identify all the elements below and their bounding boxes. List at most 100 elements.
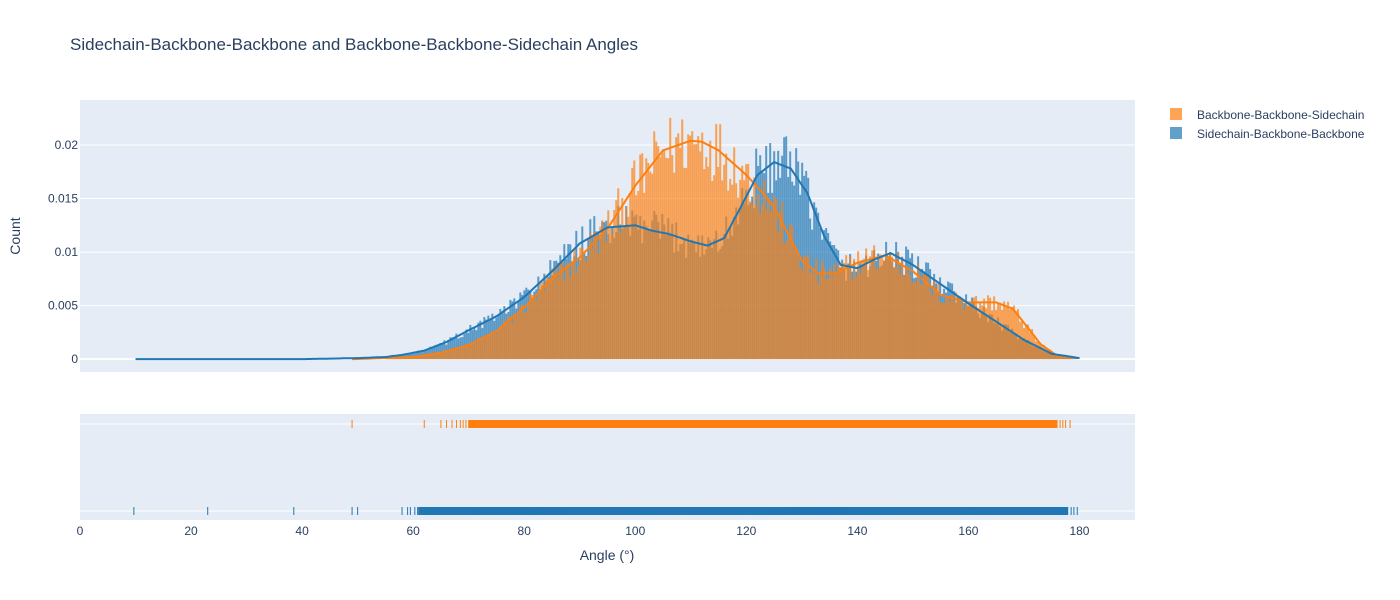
histogram-bar (479, 337, 482, 360)
histogram-bar (933, 280, 936, 360)
histogram-bar (819, 272, 822, 360)
histogram-bar (833, 264, 836, 360)
x-tick-label: 120 (736, 524, 756, 538)
legend-item-backbone-backbone-sidechain[interactable]: Backbone-Backbone-Sidechain (1170, 108, 1364, 122)
histogram-bar (679, 147, 682, 360)
histogram-bar (539, 282, 542, 360)
histogram-bar (595, 231, 598, 360)
histogram-bar (803, 255, 806, 360)
histogram-bar (619, 232, 622, 360)
histogram-bar (573, 249, 576, 360)
histogram-bar (801, 270, 804, 360)
histogram-bar (733, 147, 736, 360)
kde-line (135, 161, 1080, 361)
histogram-bar (459, 346, 462, 360)
histogram-bar (889, 251, 892, 360)
histogram-bar (661, 152, 664, 360)
histogram-bar (909, 274, 912, 360)
histogram-bar (689, 135, 692, 360)
legend-swatch (1170, 127, 1182, 139)
histogram-bar (425, 354, 428, 360)
histogram-bar (463, 347, 466, 360)
histogram-bar (485, 337, 488, 360)
histogram-bar (469, 324, 472, 360)
chart-title: Sidechain-Backbone-Backbone and Backbone… (70, 35, 638, 54)
histogram-bar (825, 279, 828, 360)
histogram-bar (1001, 309, 1004, 360)
histogram-bar (549, 279, 552, 360)
histogram-bar (815, 258, 818, 360)
histogram-bar (985, 308, 988, 360)
histogram-bar (617, 188, 620, 360)
histogram-bar (991, 310, 994, 360)
histogram-bar (683, 167, 686, 360)
histogram-bar (569, 276, 572, 360)
legend-item-sidechain-backbone-backbone[interactable]: Sidechain-Backbone-Backbone (1170, 127, 1365, 141)
histogram-bar (1009, 309, 1012, 360)
histogram-bar (713, 175, 716, 360)
histogram-bar (1017, 309, 1020, 360)
histogram-bar (707, 166, 710, 360)
histogram-bar (1055, 355, 1058, 360)
histogram-bar (795, 246, 798, 360)
histogram-bar (1053, 352, 1056, 360)
histogram-bar (863, 258, 866, 360)
histogram-bar (797, 256, 800, 360)
histogram-bar (1057, 355, 1060, 360)
histogram-bar (555, 264, 558, 360)
histogram-bar (647, 162, 650, 360)
histogram-series (385, 117, 1074, 360)
histogram-bar (475, 343, 478, 360)
histogram-bar (615, 200, 618, 360)
histogram-bar (577, 265, 580, 360)
histogram-bar (705, 157, 708, 360)
histogram-bar (745, 164, 748, 360)
histogram-bar (1039, 342, 1042, 360)
histogram-bar (505, 324, 508, 360)
histogram-bar (613, 209, 616, 360)
histogram-bar (609, 228, 612, 360)
histogram-bar (493, 332, 496, 360)
histogram-bar (887, 256, 890, 360)
histogram-bar (913, 281, 916, 360)
histogram-bar (451, 350, 454, 360)
histogram-bar (1005, 307, 1008, 360)
kde-curves (135, 139, 1080, 361)
histogram-bar (835, 272, 838, 360)
histogram-bar (533, 296, 536, 360)
histogram-bar (467, 345, 470, 360)
histogram-bar (777, 232, 780, 360)
histogram-bar (1003, 301, 1006, 360)
histogram-bar (1041, 346, 1044, 360)
histogram-bar (413, 356, 416, 360)
histogram-bar (845, 255, 848, 360)
histogram-bar (901, 258, 904, 360)
histogram-bar (641, 153, 644, 360)
histogram-bar (687, 134, 690, 360)
x-tick-label: 60 (406, 524, 420, 538)
histogram-bar (927, 275, 930, 360)
histogram-bar (449, 337, 452, 360)
histogram-bar (1019, 321, 1022, 360)
histogram-bar (447, 339, 450, 360)
histogram-bar (503, 320, 506, 360)
histogram-bar (703, 169, 706, 360)
histogram-bar (871, 250, 874, 360)
histogram-bar (751, 204, 754, 360)
histogram-bar (455, 346, 458, 360)
histogram-bar (739, 179, 742, 360)
histogram-bar (633, 160, 636, 360)
histogram-bar (761, 204, 764, 360)
histogram-bar (741, 165, 744, 360)
y-tick-label: 0.005 (48, 299, 78, 313)
histogram-bar (659, 157, 662, 360)
histogram-bar (571, 260, 574, 360)
histogram-bar (639, 154, 642, 360)
histogram-bar (949, 301, 952, 360)
histogram-bar (671, 155, 674, 360)
histogram-bar (429, 346, 432, 360)
histogram-bar (453, 336, 456, 360)
histogram-bar (441, 353, 444, 360)
histogram-bar (821, 260, 824, 360)
histogram-bar (431, 354, 434, 360)
